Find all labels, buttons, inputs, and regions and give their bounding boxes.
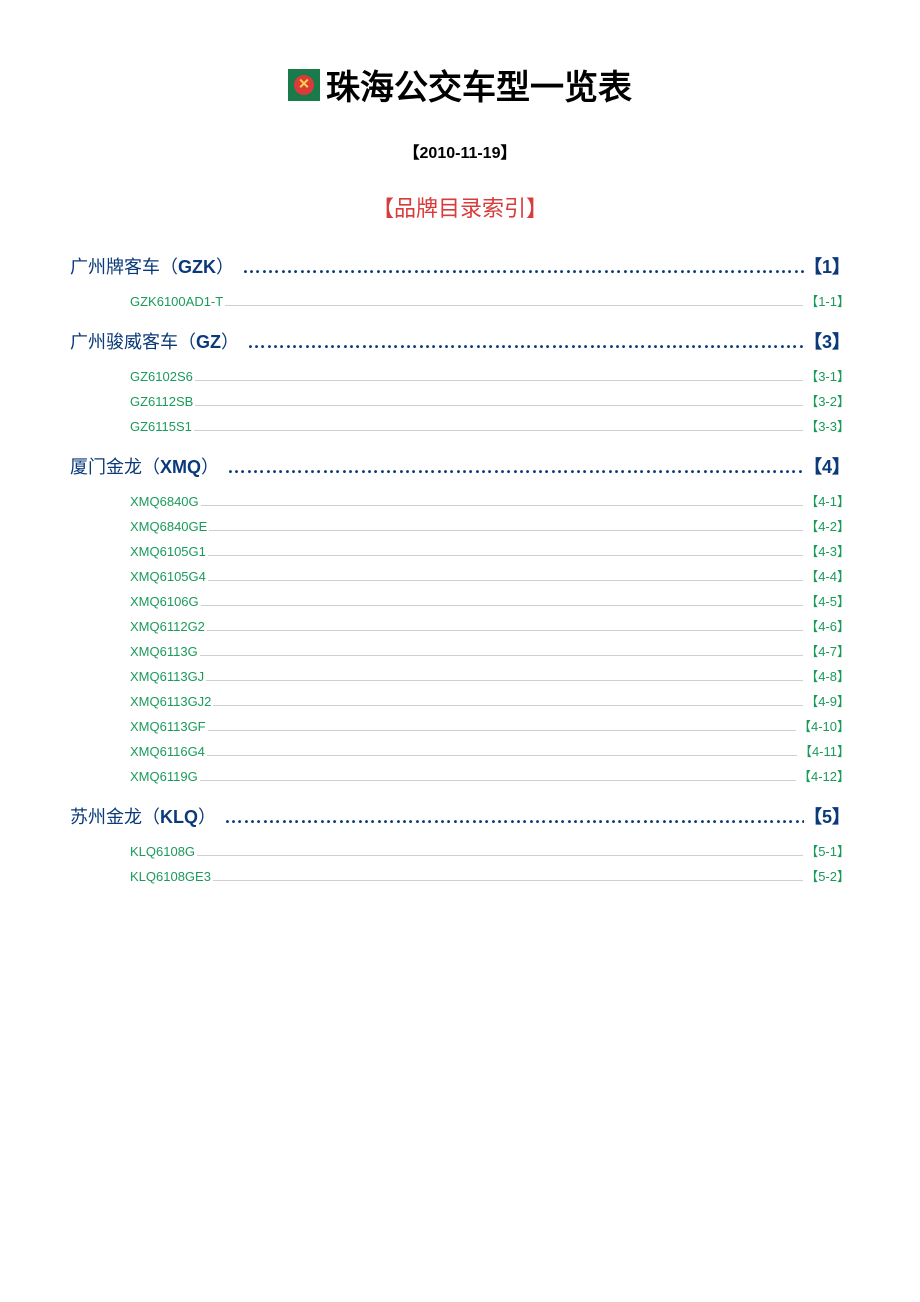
model-name: XMQ6106G bbox=[130, 594, 199, 609]
model-name: XMQ6105G4 bbox=[130, 569, 206, 584]
logo-icon bbox=[288, 69, 320, 101]
model-name: XMQ6105G1 bbox=[130, 544, 206, 559]
model-number: 【1-1】 bbox=[805, 291, 850, 310]
model-number: 【4-11】 bbox=[799, 741, 850, 760]
model-number: 【4-9】 bbox=[805, 691, 850, 710]
model-row[interactable]: XMQ6119G 【4-12】 bbox=[130, 766, 850, 785]
brand-number: 【4】 bbox=[804, 453, 850, 479]
model-leader bbox=[201, 605, 804, 606]
model-row[interactable]: GZ6112SB 【3-2】 bbox=[130, 391, 850, 410]
model-name: XMQ6116G4 bbox=[130, 744, 205, 759]
brand-row[interactable]: 苏州金龙（KLQ） ………………………………………………………………………………… bbox=[70, 803, 850, 829]
brand-row[interactable]: 广州骏威客车（GZ） ……………………………………………………………………………… bbox=[70, 328, 850, 354]
model-name: XMQ6113GF bbox=[130, 719, 206, 734]
model-row[interactable]: GZK6100AD1-T 【1-1】 bbox=[130, 291, 850, 310]
model-number: 【4-3】 bbox=[805, 541, 850, 560]
model-number: 【3-3】 bbox=[805, 416, 850, 435]
model-number: 【4-1】 bbox=[805, 491, 850, 510]
model-leader bbox=[208, 730, 796, 731]
model-leader bbox=[206, 680, 803, 681]
index-header: 【品牌目录索引】 bbox=[70, 191, 850, 223]
model-row[interactable]: GZ6102S6 【3-1】 bbox=[130, 366, 850, 385]
model-name: GZ6115S1 bbox=[130, 419, 192, 434]
brand-row[interactable]: 厦门金龙（XMQ） ………………………………………………………………………………… bbox=[70, 453, 850, 479]
model-leader bbox=[208, 580, 803, 581]
page-title: 珠海公交车型一览表 bbox=[326, 60, 632, 109]
model-leader bbox=[208, 555, 803, 556]
model-leader bbox=[200, 655, 804, 656]
brand-number: 【1】 bbox=[804, 253, 850, 279]
model-name: GZ6112SB bbox=[130, 394, 193, 409]
model-leader bbox=[207, 755, 797, 756]
model-name: GZK6100AD1-T bbox=[130, 294, 223, 309]
model-number: 【4-2】 bbox=[805, 516, 850, 535]
brand-number: 【3】 bbox=[804, 328, 850, 354]
model-row[interactable]: XMQ6840GE 【4-2】 bbox=[130, 516, 850, 535]
model-row[interactable]: GZ6115S1 【3-3】 bbox=[130, 416, 850, 435]
model-row[interactable]: XMQ6113GJ 【4-8】 bbox=[130, 666, 850, 685]
model-leader bbox=[209, 530, 803, 531]
model-row[interactable]: KLQ6108G 【5-1】 bbox=[130, 841, 850, 860]
date-label: 【2010-11-19】 bbox=[70, 139, 850, 163]
model-row[interactable]: XMQ6840G 【4-1】 bbox=[130, 491, 850, 510]
model-row[interactable]: KLQ6108GE3 【5-2】 bbox=[130, 866, 850, 885]
model-row[interactable]: XMQ6113GJ2 【4-9】 bbox=[130, 691, 850, 710]
model-leader bbox=[207, 630, 803, 631]
model-leader bbox=[213, 880, 803, 881]
model-name: XMQ6113GJ bbox=[130, 669, 204, 684]
model-number: 【4-10】 bbox=[798, 716, 850, 735]
model-leader bbox=[194, 430, 803, 431]
brand-name: 广州牌客车（GZK） bbox=[70, 253, 239, 279]
model-name: KLQ6108GE3 bbox=[130, 869, 211, 884]
title-row: 珠海公交车型一览表 bbox=[70, 60, 850, 109]
brand-number: 【5】 bbox=[804, 803, 850, 829]
model-leader bbox=[201, 505, 804, 506]
model-number: 【4-6】 bbox=[805, 616, 850, 635]
model-number: 【5-2】 bbox=[805, 866, 850, 885]
brand-leader: …………………………………………………………………………………………………………… bbox=[224, 457, 804, 478]
brand-name: 广州骏威客车（GZ） bbox=[70, 328, 244, 354]
model-name: XMQ6840GE bbox=[130, 519, 207, 534]
model-number: 【4-12】 bbox=[798, 766, 850, 785]
model-row[interactable]: XMQ6113G 【4-7】 bbox=[130, 641, 850, 660]
model-row[interactable]: XMQ6112G2 【4-6】 bbox=[130, 616, 850, 635]
model-number: 【3-2】 bbox=[805, 391, 850, 410]
brand-row[interactable]: 广州牌客车（GZK） ……………………………………………………………………………… bbox=[70, 253, 850, 279]
model-row[interactable]: XMQ6105G4 【4-4】 bbox=[130, 566, 850, 585]
table-of-contents: 广州牌客车（GZK） ……………………………………………………………………………… bbox=[70, 253, 850, 885]
brand-leader: …………………………………………………………………………………………………………… bbox=[221, 807, 804, 828]
model-row[interactable]: XMQ6105G1 【4-3】 bbox=[130, 541, 850, 560]
brand-leader: …………………………………………………………………………………………………………… bbox=[244, 332, 804, 353]
model-number: 【3-1】 bbox=[805, 366, 850, 385]
model-name: XMQ6112G2 bbox=[130, 619, 205, 634]
brand-leader: …………………………………………………………………………………………………………… bbox=[239, 257, 804, 278]
model-number: 【4-8】 bbox=[805, 666, 850, 685]
brand-name: 苏州金龙（KLQ） bbox=[70, 803, 221, 829]
model-number: 【4-7】 bbox=[805, 641, 850, 660]
model-leader bbox=[195, 405, 803, 406]
model-row[interactable]: XMQ6113GF 【4-10】 bbox=[130, 716, 850, 735]
model-leader bbox=[225, 305, 803, 306]
brand-name: 厦门金龙（XMQ） bbox=[70, 453, 224, 479]
model-leader bbox=[200, 780, 796, 781]
model-name: KLQ6108G bbox=[130, 844, 195, 859]
model-name: XMQ6840G bbox=[130, 494, 199, 509]
model-leader bbox=[197, 855, 803, 856]
model-row[interactable]: XMQ6106G 【4-5】 bbox=[130, 591, 850, 610]
model-leader bbox=[195, 380, 803, 381]
model-name: XMQ6119G bbox=[130, 769, 198, 784]
model-name: XMQ6113GJ2 bbox=[130, 694, 211, 709]
model-row[interactable]: XMQ6116G4 【4-11】 bbox=[130, 741, 850, 760]
model-name: GZ6102S6 bbox=[130, 369, 193, 384]
model-number: 【4-4】 bbox=[805, 566, 850, 585]
model-number: 【4-5】 bbox=[805, 591, 850, 610]
model-leader bbox=[213, 705, 803, 706]
model-number: 【5-1】 bbox=[805, 841, 850, 860]
model-name: XMQ6113G bbox=[130, 644, 198, 659]
